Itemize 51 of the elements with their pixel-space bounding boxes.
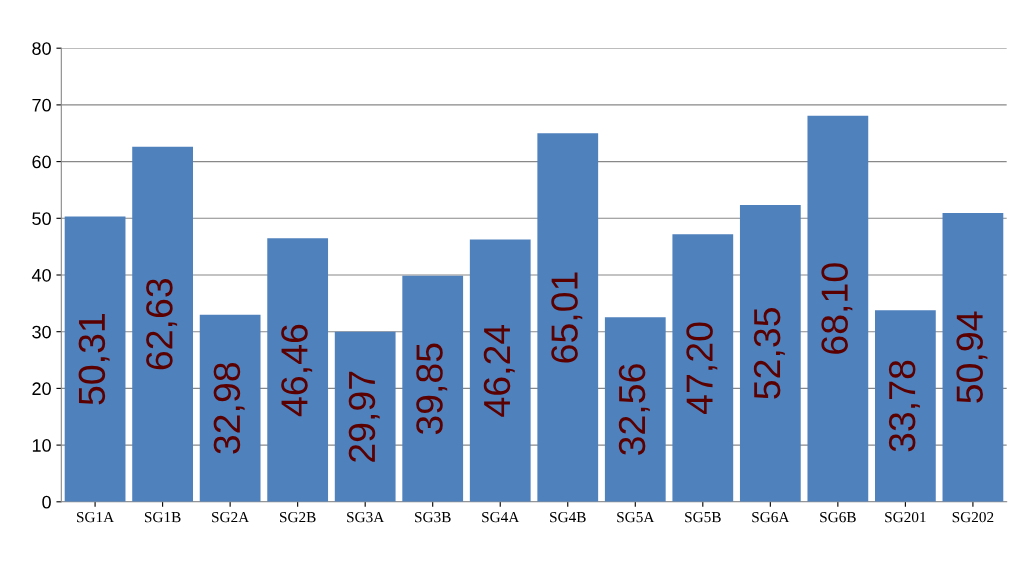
data-label: 32,56 [618, 364, 650, 455]
bar [267, 238, 329, 502]
x-tick-label: SG5A [617, 512, 655, 523]
x-tick-label: SG1A [77, 512, 115, 523]
y-tick-label: 20 [32, 382, 51, 396]
x-tick-label: SG1B [144, 512, 181, 523]
x-tick-label: SG201 [885, 511, 926, 523]
x-tick-label: SG6A [752, 512, 790, 523]
bar [604, 317, 666, 502]
bar [64, 216, 126, 502]
x-tick-label: SG5B [685, 512, 721, 523]
data-label: 46,46 [281, 324, 313, 417]
x-tick-label: SG2A [212, 512, 250, 523]
bar [875, 310, 936, 502]
x-tick-label: SG4B [550, 512, 586, 523]
y-tick-label: 10 [32, 439, 51, 452]
x-tick-label: SG3B [415, 512, 451, 523]
data-label: 33,78 [888, 360, 920, 452]
bar [132, 146, 193, 502]
x-tick-label: SG6B [820, 512, 856, 523]
bar [807, 115, 869, 502]
data-label: 50,94 [956, 311, 988, 403]
bar [537, 133, 599, 502]
data-label: 39,85 [416, 343, 448, 435]
bar [739, 204, 801, 502]
x-tick-label: SG202 [952, 511, 994, 523]
data-label: 68,10 [821, 263, 853, 354]
bar [672, 234, 734, 502]
x-tick-label: SG3A [347, 512, 385, 523]
y-tick-label: 0 [42, 495, 51, 509]
bar [334, 331, 396, 502]
bar [469, 239, 531, 502]
data-label: 29,97 [348, 371, 380, 462]
data-label: 32,98 [213, 363, 245, 454]
data-label: 62,63 [146, 278, 178, 370]
data-label: 52,35 [753, 308, 785, 399]
bar [942, 212, 1004, 502]
y-tick-label: 60 [32, 155, 51, 169]
x-tick-label: SG4A [482, 512, 520, 523]
y-tick-label: 50 [32, 212, 51, 226]
bar [402, 275, 464, 502]
data-label: 47,20 [686, 322, 718, 415]
y-tick-label: 40 [31, 268, 51, 282]
bar [199, 314, 261, 502]
data-label: 46,24 [483, 324, 515, 417]
x-tick-label: SG2B [280, 512, 316, 523]
y-tick-label: 30 [32, 325, 51, 339]
data-label: 65,01 [551, 272, 583, 363]
y-tick-label: 80 [32, 42, 51, 55]
data-label: 50,31 [78, 314, 110, 405]
y-tick-label: 70 [32, 98, 51, 112]
